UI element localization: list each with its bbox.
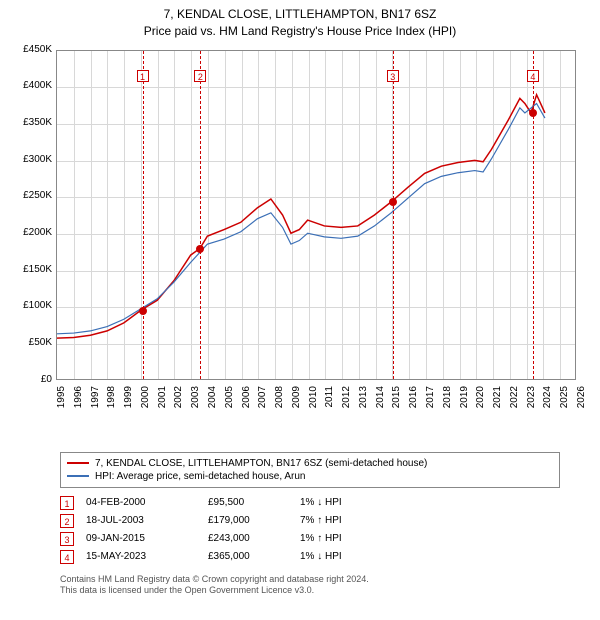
- x-tick-label: 2023: [526, 386, 537, 426]
- event-dot-3: [389, 198, 397, 206]
- events-table: 1 04-FEB-2000 £95,500 1% ↓ HPI 2 18-JUL-2003 £…: [60, 494, 560, 566]
- x-tick-label: 2026: [576, 386, 587, 426]
- x-tick-label: 1999: [123, 386, 134, 426]
- x-tick-label: 2009: [291, 386, 302, 426]
- x-tick-label: 2002: [173, 386, 184, 426]
- event-delta: 1% ↑ HPI: [300, 533, 360, 544]
- event-delta: 1% ↓ HPI: [300, 551, 360, 562]
- event-price: £179,000: [208, 515, 288, 526]
- event-price: £95,500: [208, 497, 288, 508]
- x-tick-label: 2014: [375, 386, 386, 426]
- event-date: 04-FEB-2000: [86, 497, 196, 508]
- series-svg: [57, 51, 575, 379]
- event-marker-4: 4: [527, 70, 539, 82]
- event-dot-1: [139, 307, 147, 315]
- x-tick-label: 2006: [241, 386, 252, 426]
- legend-swatch: [67, 475, 89, 477]
- title-line-1: 7, KENDAL CLOSE, LITTLEHAMPTON, BN17 6SZ: [0, 6, 600, 23]
- x-tick-label: 1995: [56, 386, 67, 426]
- x-tick-label: 2019: [459, 386, 470, 426]
- event-number: 3: [60, 532, 74, 546]
- title-line-2: Price paid vs. HM Land Registry's House …: [0, 23, 600, 40]
- x-tick-label: 2025: [559, 386, 570, 426]
- legend-row-1: HPI: Average price, semi-detached house,…: [67, 470, 553, 483]
- event-dot-4: [529, 109, 537, 117]
- y-tick-label: £450K: [12, 44, 52, 55]
- x-tick-label: 2016: [408, 386, 419, 426]
- event-delta: 1% ↓ HPI: [300, 497, 360, 508]
- x-tick-label: 2012: [341, 386, 352, 426]
- x-tick-label: 2000: [140, 386, 151, 426]
- event-price: £243,000: [208, 533, 288, 544]
- footer-line-1: Contains HM Land Registry data © Crown c…: [60, 574, 560, 586]
- legend-label: 7, KENDAL CLOSE, LITTLEHAMPTON, BN17 6SZ…: [95, 458, 427, 469]
- x-tick-label: 2015: [391, 386, 402, 426]
- y-tick-label: £400K: [12, 80, 52, 91]
- event-number: 2: [60, 514, 74, 528]
- event-dot-2: [196, 245, 204, 253]
- footer: Contains HM Land Registry data © Crown c…: [60, 574, 560, 597]
- event-marker-3: 3: [387, 70, 399, 82]
- event-marker-2: 2: [194, 70, 206, 82]
- legend-swatch: [67, 462, 89, 464]
- y-tick-label: £0: [12, 374, 52, 385]
- legend: 7, KENDAL CLOSE, LITTLEHAMPTON, BN17 6SZ…: [60, 452, 560, 488]
- y-tick-label: £350K: [12, 117, 52, 128]
- event-date: 18-JUL-2003: [86, 515, 196, 526]
- x-tick-label: 2001: [157, 386, 168, 426]
- chart-title-block: 7, KENDAL CLOSE, LITTLEHAMPTON, BN17 6SZ…: [0, 0, 600, 42]
- y-tick-label: £200K: [12, 227, 52, 238]
- event-number: 1: [60, 496, 74, 510]
- legend-label: HPI: Average price, semi-detached house,…: [95, 471, 306, 482]
- x-tick-label: 2008: [274, 386, 285, 426]
- x-tick-label: 2018: [442, 386, 453, 426]
- legend-row-0: 7, KENDAL CLOSE, LITTLEHAMPTON, BN17 6SZ…: [67, 457, 553, 470]
- y-tick-label: £300K: [12, 154, 52, 165]
- x-tick-label: 2004: [207, 386, 218, 426]
- event-row-2: 2 18-JUL-2003 £179,000 7% ↑ HPI: [60, 512, 560, 530]
- event-line-2: [200, 51, 201, 379]
- y-tick-label: £100K: [12, 300, 52, 311]
- x-tick-label: 2003: [190, 386, 201, 426]
- event-date: 09-JAN-2015: [86, 533, 196, 544]
- event-row-1: 1 04-FEB-2000 £95,500 1% ↓ HPI: [60, 494, 560, 512]
- chart-area: 1 2 3 4 £0 £50K £100K £150K £200K £250K £300K £350K…: [8, 46, 592, 446]
- x-tick-label: 2010: [308, 386, 319, 426]
- event-delta: 7% ↑ HPI: [300, 515, 360, 526]
- series-line-1: [57, 103, 545, 333]
- x-tick-label: 1998: [106, 386, 117, 426]
- event-row-4: 4 15-MAY-2023 £365,000 1% ↓ HPI: [60, 548, 560, 566]
- event-number: 4: [60, 550, 74, 564]
- series-line-0: [57, 94, 545, 337]
- event-date: 15-MAY-2023: [86, 551, 196, 562]
- event-marker-1: 1: [137, 70, 149, 82]
- event-line-1: [143, 51, 144, 379]
- x-tick-label: 1996: [73, 386, 84, 426]
- event-row-3: 3 09-JAN-2015 £243,000 1% ↑ HPI: [60, 530, 560, 548]
- event-line-3: [393, 51, 394, 379]
- x-tick-label: 2005: [224, 386, 235, 426]
- event-price: £365,000: [208, 551, 288, 562]
- x-tick-label: 2011: [324, 386, 335, 426]
- y-tick-label: £150K: [12, 264, 52, 275]
- footer-line-2: This data is licensed under the Open Gov…: [60, 585, 560, 597]
- event-line-4: [533, 51, 534, 379]
- x-tick-label: 2021: [492, 386, 503, 426]
- x-tick-label: 2022: [509, 386, 520, 426]
- x-tick-label: 2007: [257, 386, 268, 426]
- x-tick-label: 2020: [475, 386, 486, 426]
- x-tick-label: 2013: [358, 386, 369, 426]
- y-tick-label: £50K: [12, 337, 52, 348]
- y-tick-label: £250K: [12, 190, 52, 201]
- plot-area: 1 2 3 4: [56, 50, 576, 380]
- x-tick-label: 1997: [90, 386, 101, 426]
- x-tick-label: 2017: [425, 386, 436, 426]
- x-tick-label: 2024: [542, 386, 553, 426]
